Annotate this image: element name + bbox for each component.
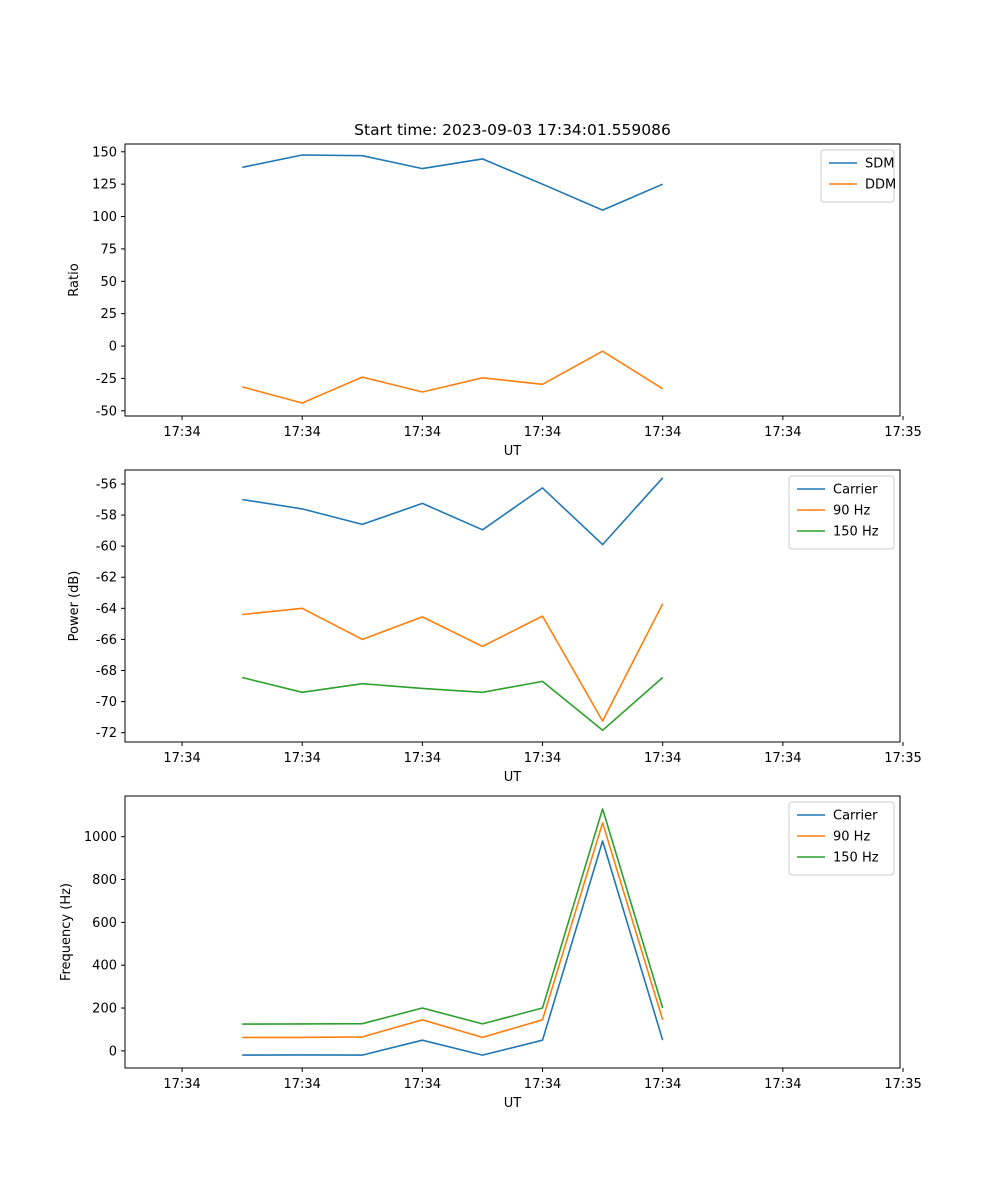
frequency-x-axis-label: UT bbox=[504, 1096, 522, 1111]
ratio-y-tick-label: 0 bbox=[109, 340, 117, 355]
power-series-carrier-line bbox=[242, 477, 664, 546]
power-series-90-hz-line bbox=[242, 603, 664, 722]
frequency-legend: Carrier 90 Hz 150 Hz bbox=[788, 801, 895, 876]
frequency-legend-label: 90 Hz bbox=[833, 830, 870, 845]
ratio-y-axis-label: Ratio bbox=[67, 263, 82, 296]
power-y-tick-label: -62 bbox=[96, 571, 117, 586]
power-legend: Carrier 90 Hz 150 Hz bbox=[788, 475, 895, 550]
power-y-tick-label: -70 bbox=[96, 695, 117, 710]
ratio-y-tick-label: 150 bbox=[92, 145, 117, 160]
power-y-tick-label: -64 bbox=[96, 602, 117, 617]
frequency-y-tick-label: 0 bbox=[109, 1044, 117, 1059]
frequency-x-tick-label: 17:34 bbox=[283, 1077, 320, 1092]
ratio-y-tick-label: 125 bbox=[92, 178, 117, 193]
frequency-legend-label: Carrier bbox=[833, 809, 878, 824]
power-legend-label: 150 Hz bbox=[833, 525, 879, 540]
frequency-x-tick-label: 17:35 bbox=[884, 1077, 921, 1092]
ratio-x-tick-label: 17:34 bbox=[283, 425, 320, 440]
frequency-legend-label: 150 Hz bbox=[833, 851, 879, 866]
power-x-tick-label: 17:34 bbox=[404, 751, 441, 766]
frequency-x-tick-label: 17:34 bbox=[644, 1077, 681, 1092]
power-series-150-hz-line bbox=[242, 676, 664, 732]
power-legend-label: 90 Hz bbox=[833, 504, 870, 519]
power-y-axis-label: Power (dB) bbox=[67, 571, 82, 642]
chart-title: Start time: 2023-09-03 17:34:01.559086 bbox=[354, 121, 671, 139]
ratio-x-tick-label: 17:35 bbox=[884, 425, 921, 440]
frequency-x-tick-label: 17:34 bbox=[764, 1077, 801, 1092]
ratio-x-tick-label: 17:34 bbox=[644, 425, 681, 440]
power-x-tick-label: 17:34 bbox=[644, 751, 681, 766]
ratio-x-axis-label: UT bbox=[504, 444, 522, 459]
power-x-axis-label: UT bbox=[504, 770, 522, 785]
ratio-y-tick-label: 50 bbox=[100, 275, 117, 290]
ratio-panel: 17:34 17:34 17:34 17:34 17:34 17:34 17:35 -50 -2… bbox=[67, 121, 922, 459]
power-x-tick-label: 17:34 bbox=[283, 751, 320, 766]
ratio-x-tick-label: 17:34 bbox=[404, 425, 441, 440]
ratio-x-tick-label: 17:34 bbox=[163, 425, 200, 440]
frequency-y-tick-label: 800 bbox=[92, 873, 117, 888]
ratio-legend-label: DDM bbox=[865, 178, 896, 193]
frequency-panel: 17:34 17:34 17:34 17:34 17:34 17:34 17:35 0 200 4… bbox=[59, 795, 922, 1111]
power-y-tick-label: -72 bbox=[96, 726, 117, 741]
frequency-x-tick-label: 17:34 bbox=[524, 1077, 561, 1092]
ratio-y-tick-label: 100 bbox=[92, 210, 117, 225]
frequency-series-carrier-line bbox=[242, 840, 664, 1056]
frequency-y-tick-label: 200 bbox=[92, 1002, 117, 1017]
ratio-series-sdm-line bbox=[242, 154, 664, 211]
ratio-x-tick-label: 17:34 bbox=[764, 425, 801, 440]
power-panel: 17:34 17:34 17:34 17:34 17:34 17:34 17:35 -72 -7… bbox=[67, 469, 922, 785]
ratio-series-ddm-line bbox=[241, 350, 664, 404]
frequency-series-90-hz-line bbox=[242, 821, 664, 1039]
frequency-series-150-hz-line bbox=[242, 808, 664, 1025]
ratio-legend: SDM DDM bbox=[820, 149, 896, 203]
ratio-y-tick-label: 75 bbox=[100, 242, 117, 257]
frequency-y-tick-label: 400 bbox=[92, 959, 117, 974]
frequency-y-axis-label: Frequency (Hz) bbox=[59, 883, 74, 981]
frequency-x-tick-label: 17:34 bbox=[163, 1077, 200, 1092]
power-x-tick-label: 17:34 bbox=[163, 751, 200, 766]
ratio-y-tick-label: -25 bbox=[96, 372, 117, 387]
power-y-tick-label: -66 bbox=[96, 633, 117, 648]
power-y-tick-label: -56 bbox=[96, 477, 117, 492]
power-x-tick-label: 17:35 bbox=[884, 751, 921, 766]
ratio-x-tick-label: 17:34 bbox=[524, 425, 561, 440]
frequency-axes-frame bbox=[124, 795, 901, 1069]
ratio-y-tick-label: 25 bbox=[100, 307, 117, 322]
power-y-tick-label: -58 bbox=[96, 509, 117, 524]
power-x-tick-label: 17:34 bbox=[764, 751, 801, 766]
power-legend-label: Carrier bbox=[833, 483, 878, 498]
frequency-y-tick-label: 1000 bbox=[84, 830, 117, 845]
ratio-axes-frame bbox=[124, 143, 901, 417]
power-axes-frame bbox=[124, 469, 901, 743]
frequency-y-tick-label: 600 bbox=[92, 916, 117, 931]
ratio-y-tick-label: -50 bbox=[96, 404, 117, 419]
ratio-legend-label: SDM bbox=[865, 157, 894, 172]
power-y-tick-label: -60 bbox=[96, 540, 117, 555]
power-y-tick-label: -68 bbox=[96, 664, 117, 679]
frequency-x-tick-label: 17:34 bbox=[404, 1077, 441, 1092]
power-x-tick-label: 17:34 bbox=[524, 751, 561, 766]
